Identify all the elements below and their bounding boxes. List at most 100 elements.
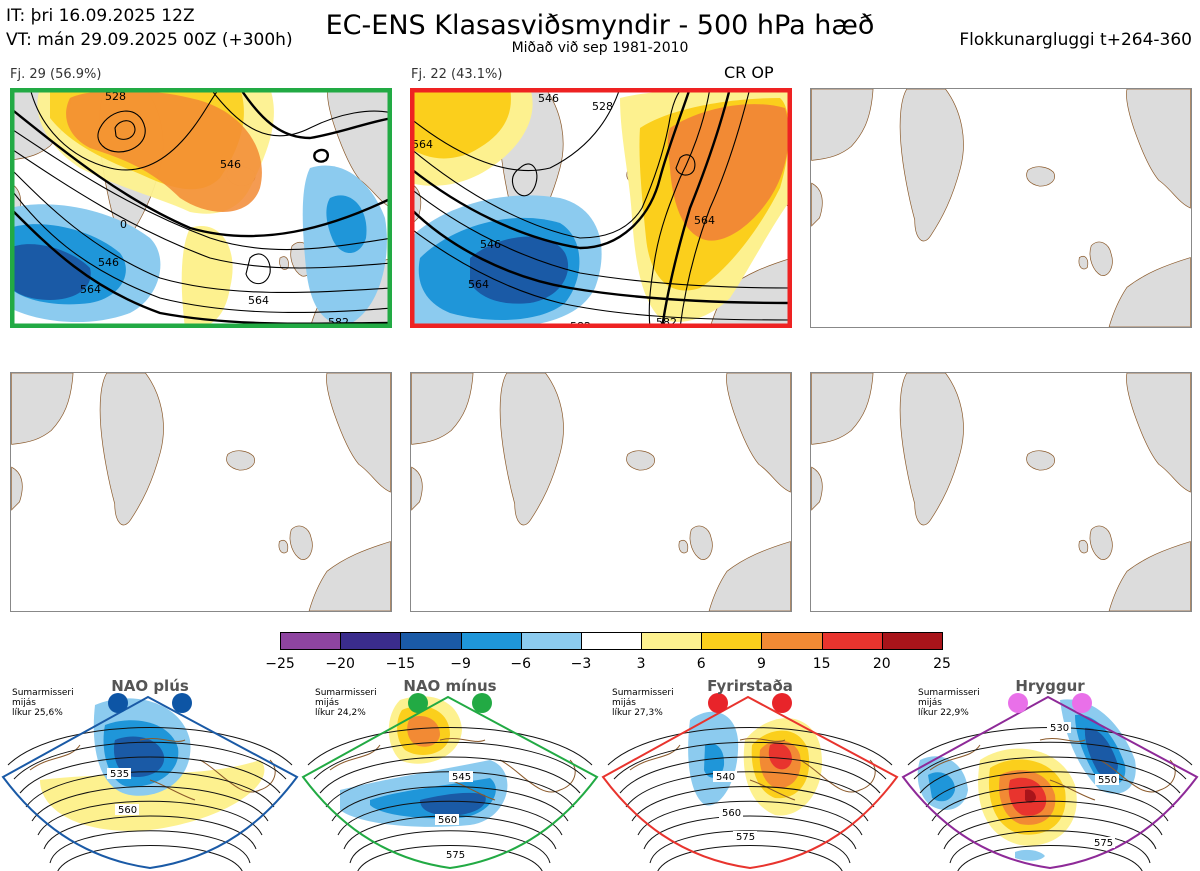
regime-prob: líkur 25,6%: [12, 708, 63, 718]
colorbar-tick: 25: [933, 656, 951, 672]
colorbar: −25 −20 −15 −9 −6 −3 3 6 9 15 20 25: [265, 632, 951, 674]
colorbar-tick: 20: [872, 656, 891, 672]
contour-label: 530: [1050, 723, 1069, 734]
height-contour: [649, 830, 851, 864]
contour-label: 535: [110, 769, 129, 780]
contour-label: 560: [722, 808, 741, 819]
height-contour: [331, 786, 569, 822]
contour-label: 564: [80, 283, 101, 296]
cluster-2-anomaly-map: 528 546 564 546 564 582 564 582: [410, 88, 792, 328]
regime-season: Sumarmisseri: [918, 688, 980, 698]
colorbar-swatch: [881, 632, 943, 650]
cluster-1-map: 528 546 0 546 564 564 582: [10, 88, 392, 328]
cluster-1-anomaly-map: 528 546 0 546 564 564 582: [10, 88, 392, 328]
height-contour: [931, 786, 1169, 822]
anomaly-shade: [420, 792, 486, 816]
cluster-1-frame: [10, 88, 392, 328]
colorbar-tick: −6: [510, 656, 532, 672]
height-contour: [307, 727, 593, 766]
contour-label: 550: [1098, 775, 1117, 786]
colorbar-tick: 3: [636, 656, 646, 672]
height-contour: [657, 845, 843, 871]
contour-label: 564: [694, 214, 715, 227]
regime-dot: [472, 693, 492, 713]
height-contour: [913, 741, 1187, 780]
height-contour: [313, 741, 587, 780]
regime-prob: líkur 24,2%: [315, 708, 366, 718]
regime-dot: [1008, 693, 1028, 713]
regime-prob: líkur 27,3%: [612, 708, 663, 718]
regime-season: Sumarmisseri: [12, 688, 74, 698]
colorbar-tick: 15: [812, 656, 831, 672]
contour-label: 545: [452, 772, 471, 783]
page-subtitle: Miðað við sep 1981-2010: [511, 40, 689, 56]
height-contour: [337, 800, 563, 836]
regime-line2: mijás: [918, 698, 942, 708]
regime-map-3: 540 560 575: [601, 693, 899, 871]
empty-map-3: [810, 88, 1192, 328]
height-contour: [957, 845, 1143, 871]
height-contour: [37, 800, 263, 836]
contour-label: 540: [716, 772, 735, 783]
regime-frame: [301, 695, 599, 870]
contour-label: 546: [98, 256, 119, 269]
colorbar-tick: 9: [756, 656, 766, 672]
contour-label: 546: [480, 238, 501, 251]
regime-frame: [601, 695, 899, 870]
regime-line2: mijás: [12, 698, 36, 708]
contour-label: 564: [248, 294, 269, 307]
colorbar-tick: 6: [696, 656, 706, 672]
empty-map-4: [10, 372, 392, 612]
anomaly-shade: [407, 715, 440, 747]
height-contour: [919, 756, 1181, 794]
height-contour: [349, 830, 551, 864]
regime-dot: [772, 693, 792, 713]
height-contour: [625, 771, 875, 808]
contour-label: 560: [438, 815, 457, 826]
regime-dot: [408, 693, 428, 713]
contour-label: 546: [538, 92, 559, 105]
anomaly-shade: [1025, 789, 1036, 803]
colorbar-tick: −15: [385, 656, 416, 672]
height-contour: [643, 815, 857, 850]
regime-dot: [708, 693, 728, 713]
anomaly-shade: [768, 743, 792, 770]
cluster-1-label: Fj. 29 (56.9%): [10, 67, 102, 82]
contour-label: 575: [446, 850, 465, 861]
colorbar-tick: −25: [265, 656, 295, 672]
anomaly-shade: [40, 760, 265, 831]
anomaly-shade: [1084, 727, 1118, 777]
regime-name: NAO plús: [111, 677, 189, 695]
height-contour: [13, 741, 287, 780]
anomaly-shade: [928, 772, 955, 802]
colorbar-tick: −3: [570, 656, 592, 672]
coastline: [329, 738, 576, 801]
height-contour: [943, 815, 1157, 850]
empty-map-5: [410, 372, 792, 612]
height-contour: [49, 830, 251, 864]
cluster-2-tag: CR OP: [724, 63, 774, 82]
classification-window: Flokkunargluggi t+264-360: [959, 30, 1192, 50]
coastline: [629, 738, 876, 801]
height-contour: [7, 727, 293, 766]
height-contour: [319, 756, 581, 794]
height-contour: [949, 830, 1151, 864]
height-contour: [619, 756, 881, 794]
colorbar-tick: −9: [450, 656, 471, 672]
regime-season: Sumarmisseri: [612, 688, 674, 698]
height-contour: [43, 815, 257, 850]
contour-label: 560: [118, 805, 137, 816]
regime-prob: líkur 22,9%: [918, 708, 969, 718]
anomaly-shade: [704, 743, 725, 778]
page-title: EC-ENS Klasasviðsmyndir - 500 hPa hæð: [325, 10, 875, 41]
contour-label: 0: [120, 218, 127, 231]
height-contour: [631, 786, 869, 822]
contour-label: 546: [220, 158, 241, 171]
contour-label: 528: [592, 100, 613, 113]
regime-name: Hryggur: [1015, 677, 1085, 695]
height-contour: [637, 800, 863, 836]
regime-map-1: 535 560: [1, 693, 299, 871]
regime-line2: mijás: [612, 698, 636, 708]
valid-time: VT: mán 29.09.2025 00Z (+300h): [6, 30, 293, 50]
